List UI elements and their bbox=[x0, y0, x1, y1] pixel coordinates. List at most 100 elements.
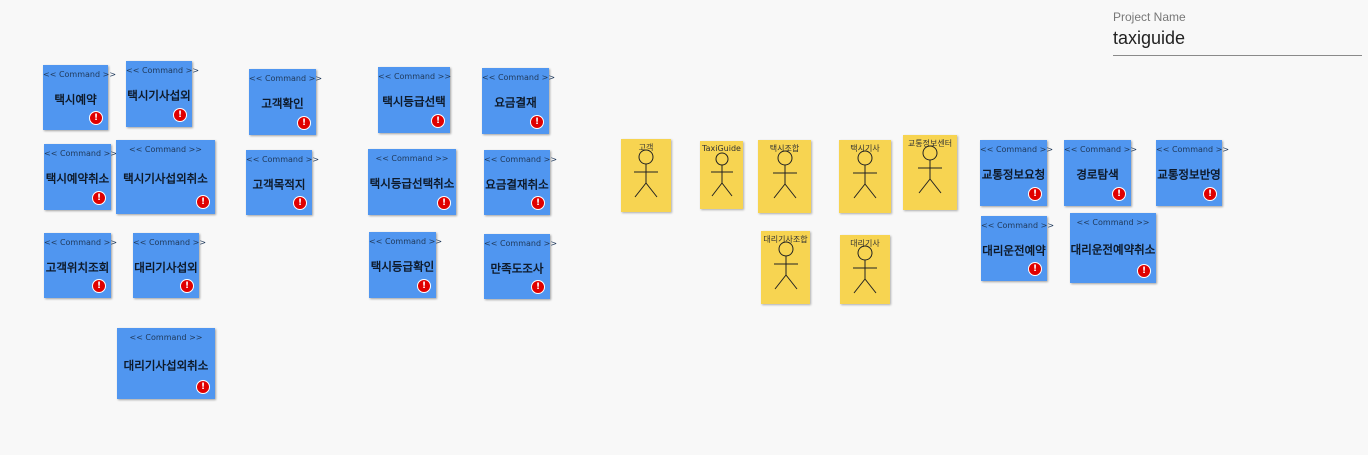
command-stereotype: << Command >> bbox=[133, 238, 207, 247]
command-title: 고객확인 bbox=[261, 96, 304, 111]
command-card[interactable]: << Command >> 요금결재취소 ! bbox=[484, 150, 558, 215]
command-card[interactable]: << Command >> 택시등급선택 ! bbox=[378, 67, 452, 133]
command-card[interactable]: << Command >> 택시등급확인 ! bbox=[369, 232, 443, 298]
command-stereotype: << Command >> bbox=[378, 72, 452, 81]
command-title: 요금결재취소 bbox=[485, 176, 549, 191]
actor-card[interactable]: 대리기사조합 bbox=[761, 231, 810, 304]
command-stereotype: << Command >> bbox=[246, 155, 320, 164]
warning-icon[interactable]: ! bbox=[1112, 187, 1126, 201]
stick-figure-icon bbox=[772, 150, 797, 199]
actor-name: 고객 bbox=[638, 143, 654, 152]
command-stereotype: << Command >> bbox=[1076, 218, 1150, 227]
actor-card[interactable]: 교통정보센터 bbox=[903, 135, 957, 210]
warning-icon[interactable]: ! bbox=[531, 280, 545, 294]
command-stereotype: << Command >> bbox=[44, 149, 118, 158]
warning-icon[interactable]: ! bbox=[92, 279, 106, 293]
actor-name: TaxiGuide bbox=[702, 144, 741, 153]
command-stereotype: << Command >> bbox=[482, 73, 556, 82]
warning-icon[interactable]: ! bbox=[531, 196, 545, 210]
command-stereotype: << Command >> bbox=[1156, 145, 1230, 154]
command-title: 대리운전예약 bbox=[982, 242, 1046, 257]
command-title: 고객목적지 bbox=[252, 176, 306, 191]
command-stereotype: << Command >> bbox=[484, 155, 558, 164]
command-title: 요금결재 bbox=[494, 95, 537, 110]
actor-name: 택시조합 bbox=[769, 144, 800, 153]
warning-icon[interactable]: ! bbox=[530, 115, 544, 129]
command-title: 대리기사섭외취소 bbox=[123, 357, 209, 372]
actor-name: 교통정보센터 bbox=[907, 139, 953, 148]
command-card[interactable]: << Command >> 택시예약 ! bbox=[43, 65, 117, 130]
command-card[interactable]: << Command >> 요금결재 ! bbox=[482, 68, 556, 134]
command-stereotype: << Command >> bbox=[981, 221, 1055, 230]
warning-icon[interactable]: ! bbox=[89, 111, 103, 125]
command-stereotype: << Command >> bbox=[369, 237, 443, 246]
command-title: 교통정보반영 bbox=[1157, 167, 1221, 182]
actor-name: 택시기사 bbox=[850, 144, 880, 153]
command-card[interactable]: << Command >> 고객확인 ! bbox=[249, 69, 323, 135]
actor-card[interactable]: 대리기사 bbox=[840, 235, 890, 304]
warning-icon[interactable]: ! bbox=[297, 116, 311, 130]
command-card[interactable]: << Command >> 택시예약취소 ! bbox=[44, 144, 118, 210]
stick-figure-icon bbox=[710, 152, 733, 197]
warning-icon[interactable]: ! bbox=[1137, 264, 1151, 278]
warning-icon[interactable]: ! bbox=[1203, 187, 1217, 201]
warning-icon[interactable]: ! bbox=[417, 279, 431, 293]
command-title: 대리기사섭외 bbox=[134, 259, 198, 274]
command-card[interactable]: << Command >> 만족도조사 ! bbox=[484, 234, 558, 299]
actor-name: 대리기사조합 bbox=[763, 235, 808, 244]
command-stereotype: << Command >> bbox=[129, 333, 203, 342]
command-stereotype: << Command >> bbox=[484, 239, 558, 248]
command-card[interactable]: << Command >> 택시기사섭외취소 ! bbox=[116, 140, 215, 214]
command-card[interactable]: << Command >> 교통정보요청 ! bbox=[980, 140, 1053, 206]
stick-figure-icon bbox=[918, 145, 942, 194]
warning-icon[interactable]: ! bbox=[92, 191, 106, 205]
command-title: 택시기사섭외취소 bbox=[123, 171, 208, 186]
warning-icon[interactable]: ! bbox=[196, 195, 210, 209]
command-card[interactable]: << Command >> 교통정보반영 ! bbox=[1156, 140, 1230, 206]
warning-icon[interactable]: ! bbox=[196, 380, 210, 394]
command-card[interactable]: << Command >> 대리기사섭외취소 ! bbox=[117, 328, 215, 399]
actor-card[interactable]: 택시조합 bbox=[758, 140, 811, 213]
warning-icon[interactable]: ! bbox=[1028, 262, 1042, 276]
warning-icon[interactable]: ! bbox=[173, 108, 187, 122]
command-stereotype: << Command >> bbox=[1064, 145, 1138, 154]
stick-figure-icon bbox=[773, 241, 798, 290]
stick-figure-icon bbox=[634, 149, 658, 198]
command-title: 경로탐색 bbox=[1076, 167, 1119, 182]
actor-name: 대리기사 bbox=[850, 239, 880, 248]
project-name-input[interactable]: taxiguide bbox=[1113, 28, 1362, 56]
stick-figure-icon bbox=[853, 245, 877, 294]
command-card[interactable]: << Command >> 택시등급선택취소 ! bbox=[368, 149, 456, 215]
command-stereotype: << Command >> bbox=[249, 74, 323, 83]
project-name-label: Project Name bbox=[1113, 10, 1186, 24]
stick-figure-icon bbox=[853, 150, 877, 199]
command-title: 택시등급확인 bbox=[370, 259, 435, 274]
warning-icon[interactable]: ! bbox=[293, 196, 307, 210]
command-title: 교통정보요청 bbox=[981, 167, 1046, 182]
command-card[interactable]: << Command >> 경로탐색 ! bbox=[1064, 140, 1138, 206]
command-card[interactable]: << Command >> 택시기사섭외 ! bbox=[126, 61, 199, 127]
command-card[interactable]: << Command >> 대리운전예약 ! bbox=[981, 216, 1055, 281]
command-card[interactable]: << Command >> 대리기사섭외 ! bbox=[133, 233, 207, 298]
project-name-field[interactable]: Project Name taxiguide bbox=[1113, 10, 1362, 56]
command-card[interactable]: << Command >> 고객위치조회 ! bbox=[44, 233, 118, 298]
actor-card[interactable]: 고객 bbox=[621, 139, 671, 212]
command-card[interactable]: << Command >> 대리운전예약취소 ! bbox=[1070, 213, 1156, 283]
command-stereotype: << Command >> bbox=[375, 154, 449, 163]
actor-card[interactable]: TaxiGuide bbox=[700, 141, 743, 209]
command-title: 택시예약 bbox=[54, 91, 97, 106]
command-title: 대리운전예약취소 bbox=[1070, 242, 1156, 257]
command-title: 택시기사섭외 bbox=[127, 88, 191, 103]
actor-card[interactable]: 택시기사 bbox=[839, 140, 891, 213]
command-stereotype: << Command >> bbox=[43, 70, 117, 79]
command-title: 고객위치조회 bbox=[45, 259, 110, 274]
warning-icon[interactable]: ! bbox=[180, 279, 194, 293]
command-title: 택시등급선택취소 bbox=[369, 176, 455, 191]
warning-icon[interactable]: ! bbox=[1028, 187, 1042, 201]
warning-icon[interactable]: ! bbox=[437, 196, 451, 210]
command-title: 택시예약취소 bbox=[45, 171, 110, 186]
command-title: 택시등급선택 bbox=[382, 94, 446, 109]
warning-icon[interactable]: ! bbox=[431, 114, 445, 128]
command-card[interactable]: << Command >> 고객목적지 ! bbox=[246, 150, 320, 215]
command-stereotype: << Command >> bbox=[44, 238, 118, 247]
